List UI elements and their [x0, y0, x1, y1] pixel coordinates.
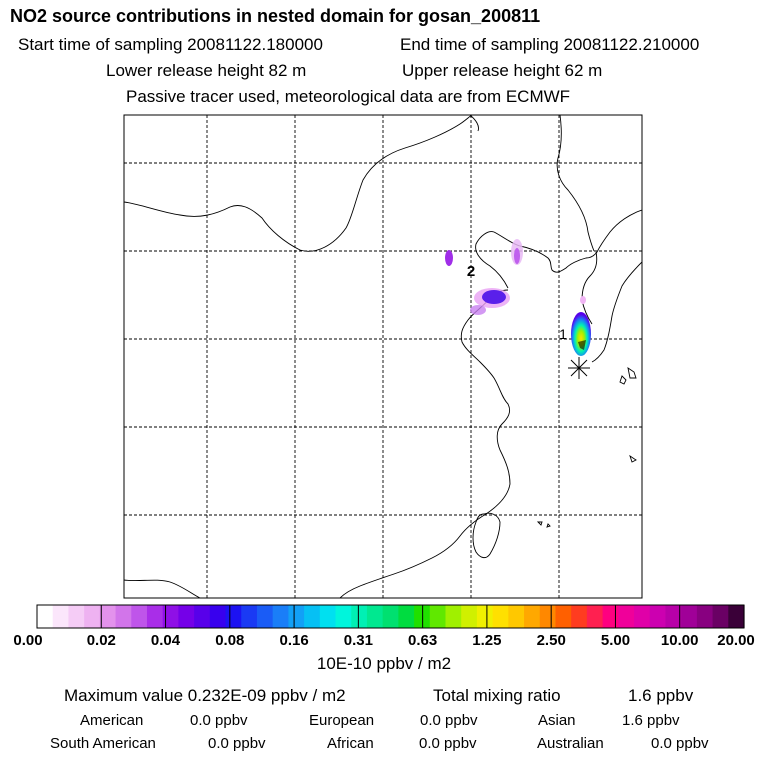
colorbar-cell	[146, 605, 164, 628]
upper-release-height-label: Upper release height 62 m	[402, 61, 603, 80]
colorbar-cell	[178, 605, 195, 628]
region-value-south-american: 0.0 ppbv	[208, 735, 266, 752]
region-value-african: 0.0 ppbv	[419, 735, 477, 752]
colorbar-cell	[539, 605, 557, 628]
colorbar-cell	[461, 605, 478, 628]
colorbar-cell	[571, 605, 588, 628]
colorbar-cell	[37, 605, 54, 628]
map-label-1: 1	[559, 326, 567, 342]
colorbar-cell	[665, 605, 682, 628]
max-value-label: Maximum value 0.232E-09 ppbv / m2	[64, 686, 346, 705]
colorbar-cell	[681, 605, 698, 628]
colorbar-cell	[618, 605, 635, 628]
colorbar-tick-label: 20.00	[717, 632, 755, 649]
colorbar-cell	[288, 605, 305, 628]
colorbar-cell	[99, 605, 117, 628]
region-name-asian: Asian	[538, 712, 576, 729]
colorbar-cell	[445, 605, 462, 628]
colorbar-cell	[429, 605, 447, 628]
colorbar-tick-label: 5.00	[600, 632, 631, 649]
colorbar-tick-label: 0.00	[13, 632, 43, 649]
colorbar-cell	[728, 605, 745, 628]
region-value-asian: 1.6 ppbv	[622, 712, 680, 729]
colorbar-cell	[712, 605, 729, 628]
colorbar-cell	[241, 605, 258, 628]
colorbar-cell	[209, 605, 227, 628]
colorbar-cell	[351, 605, 368, 628]
colorbar-tick-label: 1.25	[472, 632, 502, 649]
colorbar-cell	[366, 605, 384, 628]
colorbar-frame	[36, 604, 745, 629]
colorbar-cell	[52, 605, 70, 628]
map-grid	[124, 115, 642, 598]
colorbar-cell	[225, 605, 242, 628]
colorbar-tick-label: 0.04	[150, 632, 181, 649]
colorbar-cell	[649, 605, 667, 628]
region-name-american: American	[80, 712, 144, 729]
colorbar-tick-label: 0.16	[279, 632, 309, 649]
colorbar-cell	[84, 605, 101, 628]
colorbar-cell	[398, 605, 415, 628]
colorbar-cell	[115, 605, 132, 628]
region-name-african: African	[327, 735, 374, 752]
colorbar-cell	[492, 605, 509, 628]
colorbar-cell	[586, 605, 604, 628]
map-area: 2 1	[124, 115, 642, 598]
start-time-label: Start time of sampling 20081122.180000	[18, 35, 323, 54]
total-mixing-label: Total mixing ratio	[433, 686, 561, 705]
colorbar-tick-label: 2.50	[536, 632, 566, 649]
colorbar-cell	[524, 605, 541, 628]
colorbar-cell	[602, 605, 619, 628]
colorbar-cell	[634, 605, 651, 628]
colorbar-tick-label: 0.63	[407, 632, 438, 649]
receptor-marker	[568, 357, 590, 379]
chart-title: NO2 source contributions in nested domai…	[10, 6, 541, 26]
colorbar-tick-label: 0.02	[86, 632, 116, 649]
region-name-south-american: South American	[50, 735, 156, 752]
colorbar-cell	[476, 605, 494, 628]
colorbar-cell	[508, 605, 525, 628]
tracer-note: Passive tracer used, meteorological data…	[126, 87, 571, 106]
colorbar-cell	[131, 605, 148, 628]
colorbar-cell	[272, 605, 289, 628]
colorbar-cell	[555, 605, 572, 628]
region-value-european: 0.0 ppbv	[420, 712, 478, 729]
map-frame	[123, 114, 643, 599]
colorbar-unit: 10E-10 ppbv / m2	[316, 654, 452, 673]
colorbar-cell	[696, 605, 714, 628]
map-label-2: 2	[467, 263, 475, 280]
colorbar-cell	[304, 605, 321, 628]
colorbar	[36, 605, 745, 628]
colorbar-tick-label: 0.08	[215, 632, 245, 649]
total-mixing-value: 1.6 ppbv	[628, 686, 694, 705]
region-value-american: 0.0 ppbv	[190, 712, 248, 729]
colorbar-tick-label: 10.00	[660, 632, 699, 649]
concentration-field	[445, 239, 591, 356]
lower-release-height-label: Lower release height 82 m	[106, 61, 307, 80]
coastlines	[124, 115, 642, 598]
end-time-label: End time of sampling 20081122.210000	[400, 35, 700, 54]
region-name-european: European	[309, 712, 375, 729]
colorbar-cell	[382, 605, 399, 628]
colorbar-cell	[319, 605, 337, 628]
colorbar-cell	[256, 605, 274, 628]
colorbar-cell	[68, 605, 85, 628]
colorbar-tick-label: 0.31	[343, 632, 373, 649]
region-name-australian: Australian	[537, 735, 604, 752]
region-value-australian: 0.0 ppbv	[651, 735, 709, 752]
colorbar-cell	[194, 605, 211, 628]
colorbar-cell	[162, 605, 179, 628]
colorbar-cell	[335, 605, 352, 628]
